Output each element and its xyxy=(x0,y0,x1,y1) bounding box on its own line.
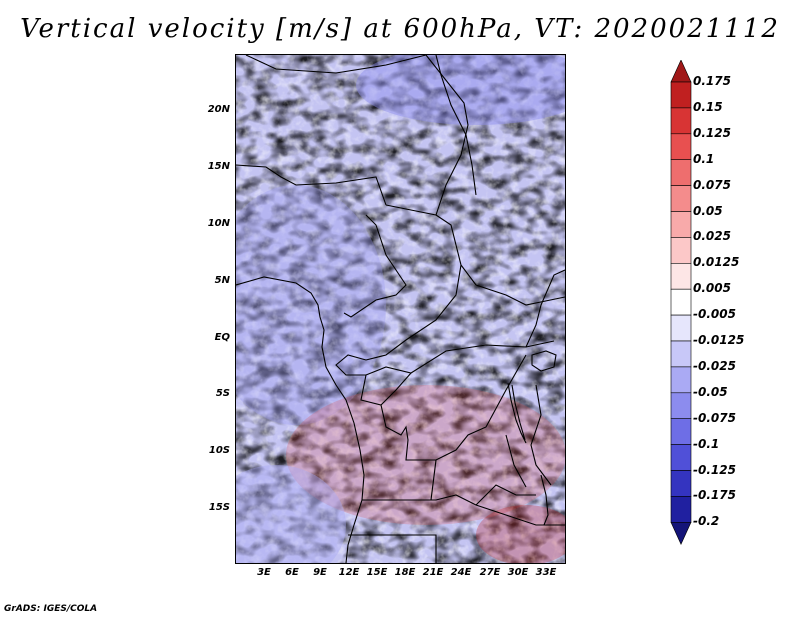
lon-tick: 24E xyxy=(450,567,472,578)
blue-region-southwest xyxy=(236,465,346,563)
lat-tick: 15S xyxy=(208,502,230,513)
colorbar-swatch xyxy=(670,366,692,394)
lat-tick: 15N xyxy=(207,161,230,172)
lake-victoria xyxy=(531,350,557,372)
lon-tick: 6E xyxy=(285,567,299,578)
west-coastline xyxy=(236,276,365,563)
colorbar-label: 0.075 xyxy=(693,177,731,192)
colorbar-label: 0.1 xyxy=(693,151,715,166)
colorbar-swatch xyxy=(670,444,692,471)
colorbar-label: -0.005 xyxy=(693,307,736,322)
colorbar-swatch xyxy=(670,288,692,316)
colorbar-label: -0.025 xyxy=(693,358,736,373)
colorbar-label: -0.175 xyxy=(693,488,736,503)
colorbar-label: 0.15 xyxy=(693,99,723,114)
colorbar-swatch xyxy=(670,521,692,546)
chad-sudan-borders xyxy=(365,214,565,361)
colorbar-swatch xyxy=(670,340,692,368)
colorbar-label: -0.0125 xyxy=(693,333,745,347)
colorbar-label: 0.005 xyxy=(693,281,731,296)
colorbar-label: 0.0125 xyxy=(693,255,740,270)
lon-tick: 3E xyxy=(257,567,271,578)
velocity-field xyxy=(236,55,565,563)
colorbar-swatch xyxy=(670,133,692,161)
blue-region-north xyxy=(356,55,565,125)
lake-tanganyika xyxy=(507,382,527,444)
red-region-south xyxy=(286,385,565,525)
colorbar-swatch xyxy=(670,159,692,186)
colorbar-swatch xyxy=(670,107,692,135)
lon-tick: 30E xyxy=(507,567,529,578)
blue-region-west xyxy=(236,185,386,425)
lat-tick: 5N xyxy=(214,275,230,286)
congo-borders xyxy=(360,354,527,461)
grads-credit: GrADS: IGES/COLA xyxy=(4,604,98,614)
colorbar-label: 0.125 xyxy=(693,125,731,140)
colorbar xyxy=(670,60,692,546)
lat-tick: EQ xyxy=(214,332,230,343)
map-panel xyxy=(235,54,566,564)
colorbar-label: 0.05 xyxy=(693,203,723,218)
colorbar-label: -0.05 xyxy=(693,384,728,399)
lon-tick: 18E xyxy=(394,567,416,578)
colorbar-swatch xyxy=(670,496,692,523)
colorbar-label: 0.025 xyxy=(693,229,731,244)
lon-tick: 12E xyxy=(338,567,360,578)
colorbar-label: -0.1 xyxy=(693,436,720,451)
colorbar-swatch xyxy=(670,263,692,290)
red-region-southeast xyxy=(476,505,565,563)
lon-tick: 15E xyxy=(366,567,388,578)
colorbar-label: -0.125 xyxy=(693,462,736,477)
colorbar-swatch xyxy=(670,392,692,419)
central-borders xyxy=(335,214,555,376)
colorbar-swatch xyxy=(670,60,692,83)
southern-borders xyxy=(348,459,565,563)
colorbar-swatch xyxy=(670,237,692,264)
lake-malawi xyxy=(540,474,549,526)
lon-tick: 9E xyxy=(313,567,327,578)
lon-tick: 27E xyxy=(479,567,501,578)
colorbar-swatch xyxy=(670,418,692,445)
lat-tick: 5S xyxy=(215,388,230,399)
page-title: Vertical velocity [m/s] at 600hPa, VT: 2… xyxy=(20,14,780,44)
lon-tick: 33E xyxy=(535,567,557,578)
lat-tick: 20N xyxy=(207,104,230,115)
lon-tick: 21E xyxy=(422,567,444,578)
colorbar-label: -0.075 xyxy=(693,410,736,425)
colorbar-swatch xyxy=(670,211,692,238)
colorbar-label: -0.2 xyxy=(693,514,720,529)
nile-north xyxy=(435,55,477,196)
colorbar-swatch xyxy=(670,185,692,212)
colorbar-swatch xyxy=(670,470,692,497)
lat-tick: 10N xyxy=(207,218,230,229)
east-africa-borders xyxy=(505,269,565,488)
colorbar-swatch xyxy=(670,81,692,109)
colorbar-swatch xyxy=(670,314,692,342)
lat-tick: 10S xyxy=(208,445,230,456)
colorbar-label: 0.175 xyxy=(693,74,731,88)
map-borders xyxy=(236,55,565,563)
